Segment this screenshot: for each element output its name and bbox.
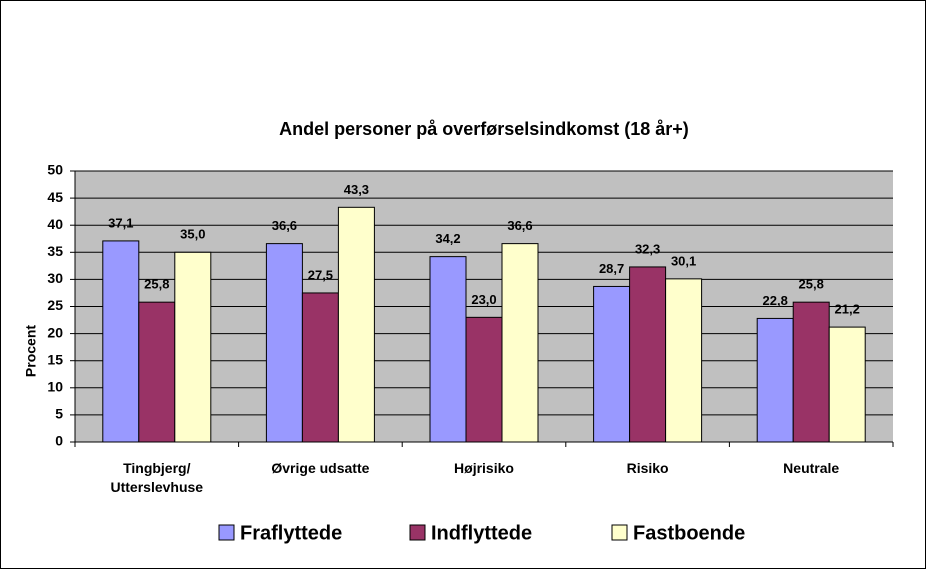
bar [828, 326, 866, 443]
value-label: 21,2 [835, 302, 860, 317]
y-tick-label: 15 [47, 351, 63, 367]
value-label: 25,8 [144, 277, 169, 292]
x-tick-label: Højrisiko [454, 460, 514, 476]
bar [665, 278, 703, 443]
bar [629, 266, 667, 443]
value-label: 36,6 [507, 218, 532, 233]
x-tick-label: Øvrige udsatte [271, 460, 370, 476]
value-label: 30,1 [671, 253, 696, 268]
bar [465, 316, 503, 443]
bar [337, 206, 375, 443]
y-tick-label: 10 [47, 379, 63, 395]
value-label: 23,0 [471, 292, 496, 307]
y-tick-label: 0 [55, 433, 63, 449]
y-tick-label: 20 [47, 324, 63, 340]
bar [593, 285, 631, 443]
y-tick-label: 35 [47, 243, 63, 259]
x-tick-label: Tingbjerg/ Utterslevhuse [110, 460, 204, 495]
y-tick-label: 40 [47, 216, 63, 232]
value-label: 34,2 [435, 231, 460, 246]
legend-label: Fastboende [633, 522, 745, 544]
legend-label: Indflyttede [431, 522, 532, 544]
legend-swatch [611, 524, 628, 541]
x-tick-label: Risiko [626, 460, 669, 476]
bar [265, 243, 303, 443]
bar [174, 251, 212, 443]
value-label: 36,6 [272, 218, 297, 233]
bar [102, 240, 140, 443]
y-tick-label: 25 [47, 297, 63, 313]
bar [756, 317, 794, 443]
value-label: 35,0 [180, 227, 205, 242]
value-label: 37,1 [108, 215, 133, 230]
legend-swatch [218, 524, 235, 541]
bar [138, 301, 176, 443]
y-tick-label: 45 [47, 189, 63, 205]
y-tick-label: 50 [47, 162, 63, 178]
value-label: 32,3 [635, 241, 660, 256]
bar [301, 292, 339, 443]
value-label: 28,7 [599, 261, 624, 276]
y-tick-label: 5 [55, 406, 63, 422]
value-label: 22,8 [763, 293, 788, 308]
y-axis-label: Procent [23, 325, 39, 377]
chart-title: Andel personer på overførselsindkomst (1… [279, 119, 689, 139]
legend-swatch [409, 524, 426, 541]
value-label: 43,3 [344, 182, 369, 197]
bar [429, 256, 467, 443]
value-label: 27,5 [308, 267, 333, 282]
bar [792, 301, 830, 443]
legend-label: Fraflyttede [240, 522, 342, 544]
value-label: 25,8 [799, 277, 824, 292]
y-tick-label: 30 [47, 270, 63, 286]
x-tick-label: Neutrale [783, 460, 840, 476]
bar [501, 243, 539, 443]
